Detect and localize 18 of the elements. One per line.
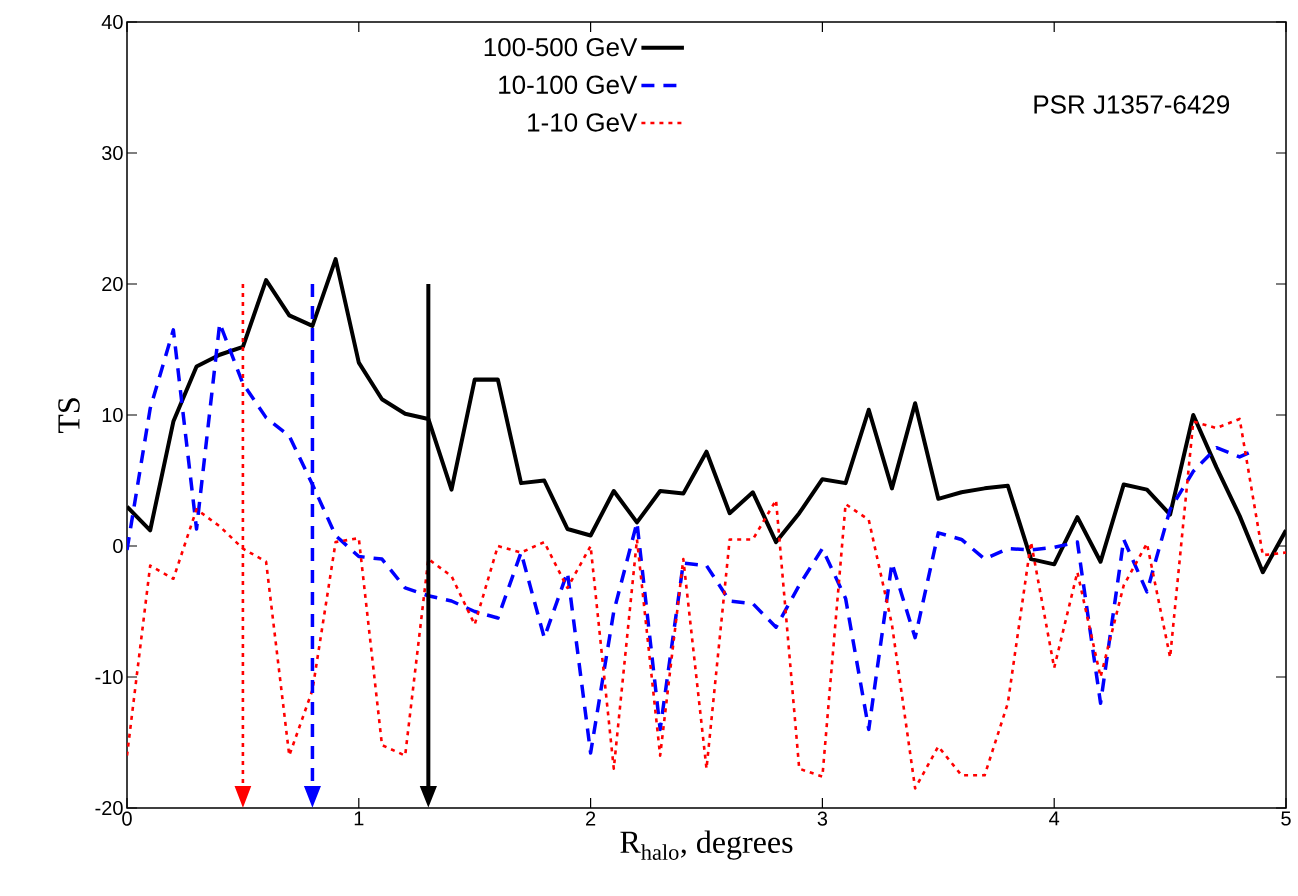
annotation: PSR J1357-6429 [1034, 95, 1230, 114]
y-tick-label: 10 [102, 407, 123, 423]
legend-label: 10-100 GeV [499, 75, 638, 94]
legend-label: 100-500 GeV [484, 37, 638, 57]
y-axis-title: TS [58, 398, 80, 434]
x-tick-label: 3 [817, 811, 828, 826]
x-tick-label: 1 [354, 811, 364, 826]
y-tick-label: 20 [102, 276, 123, 292]
y-tick-label: 40 [101, 14, 123, 30]
x-axis-title: R$_{halo}$, degrees [620, 830, 793, 860]
y-tick-label: -10 [95, 669, 123, 685]
x-tick-label: 4 [1049, 811, 1060, 826]
x-tick-label: 2 [586, 811, 596, 826]
x-tick-label: 5 [1281, 811, 1291, 826]
legend-label: 1-10 GeV [528, 113, 638, 132]
y-tick-label: 0 [113, 538, 123, 554]
y-tick-label: 30 [102, 145, 123, 161]
y-tick-label: -20 [95, 800, 123, 816]
